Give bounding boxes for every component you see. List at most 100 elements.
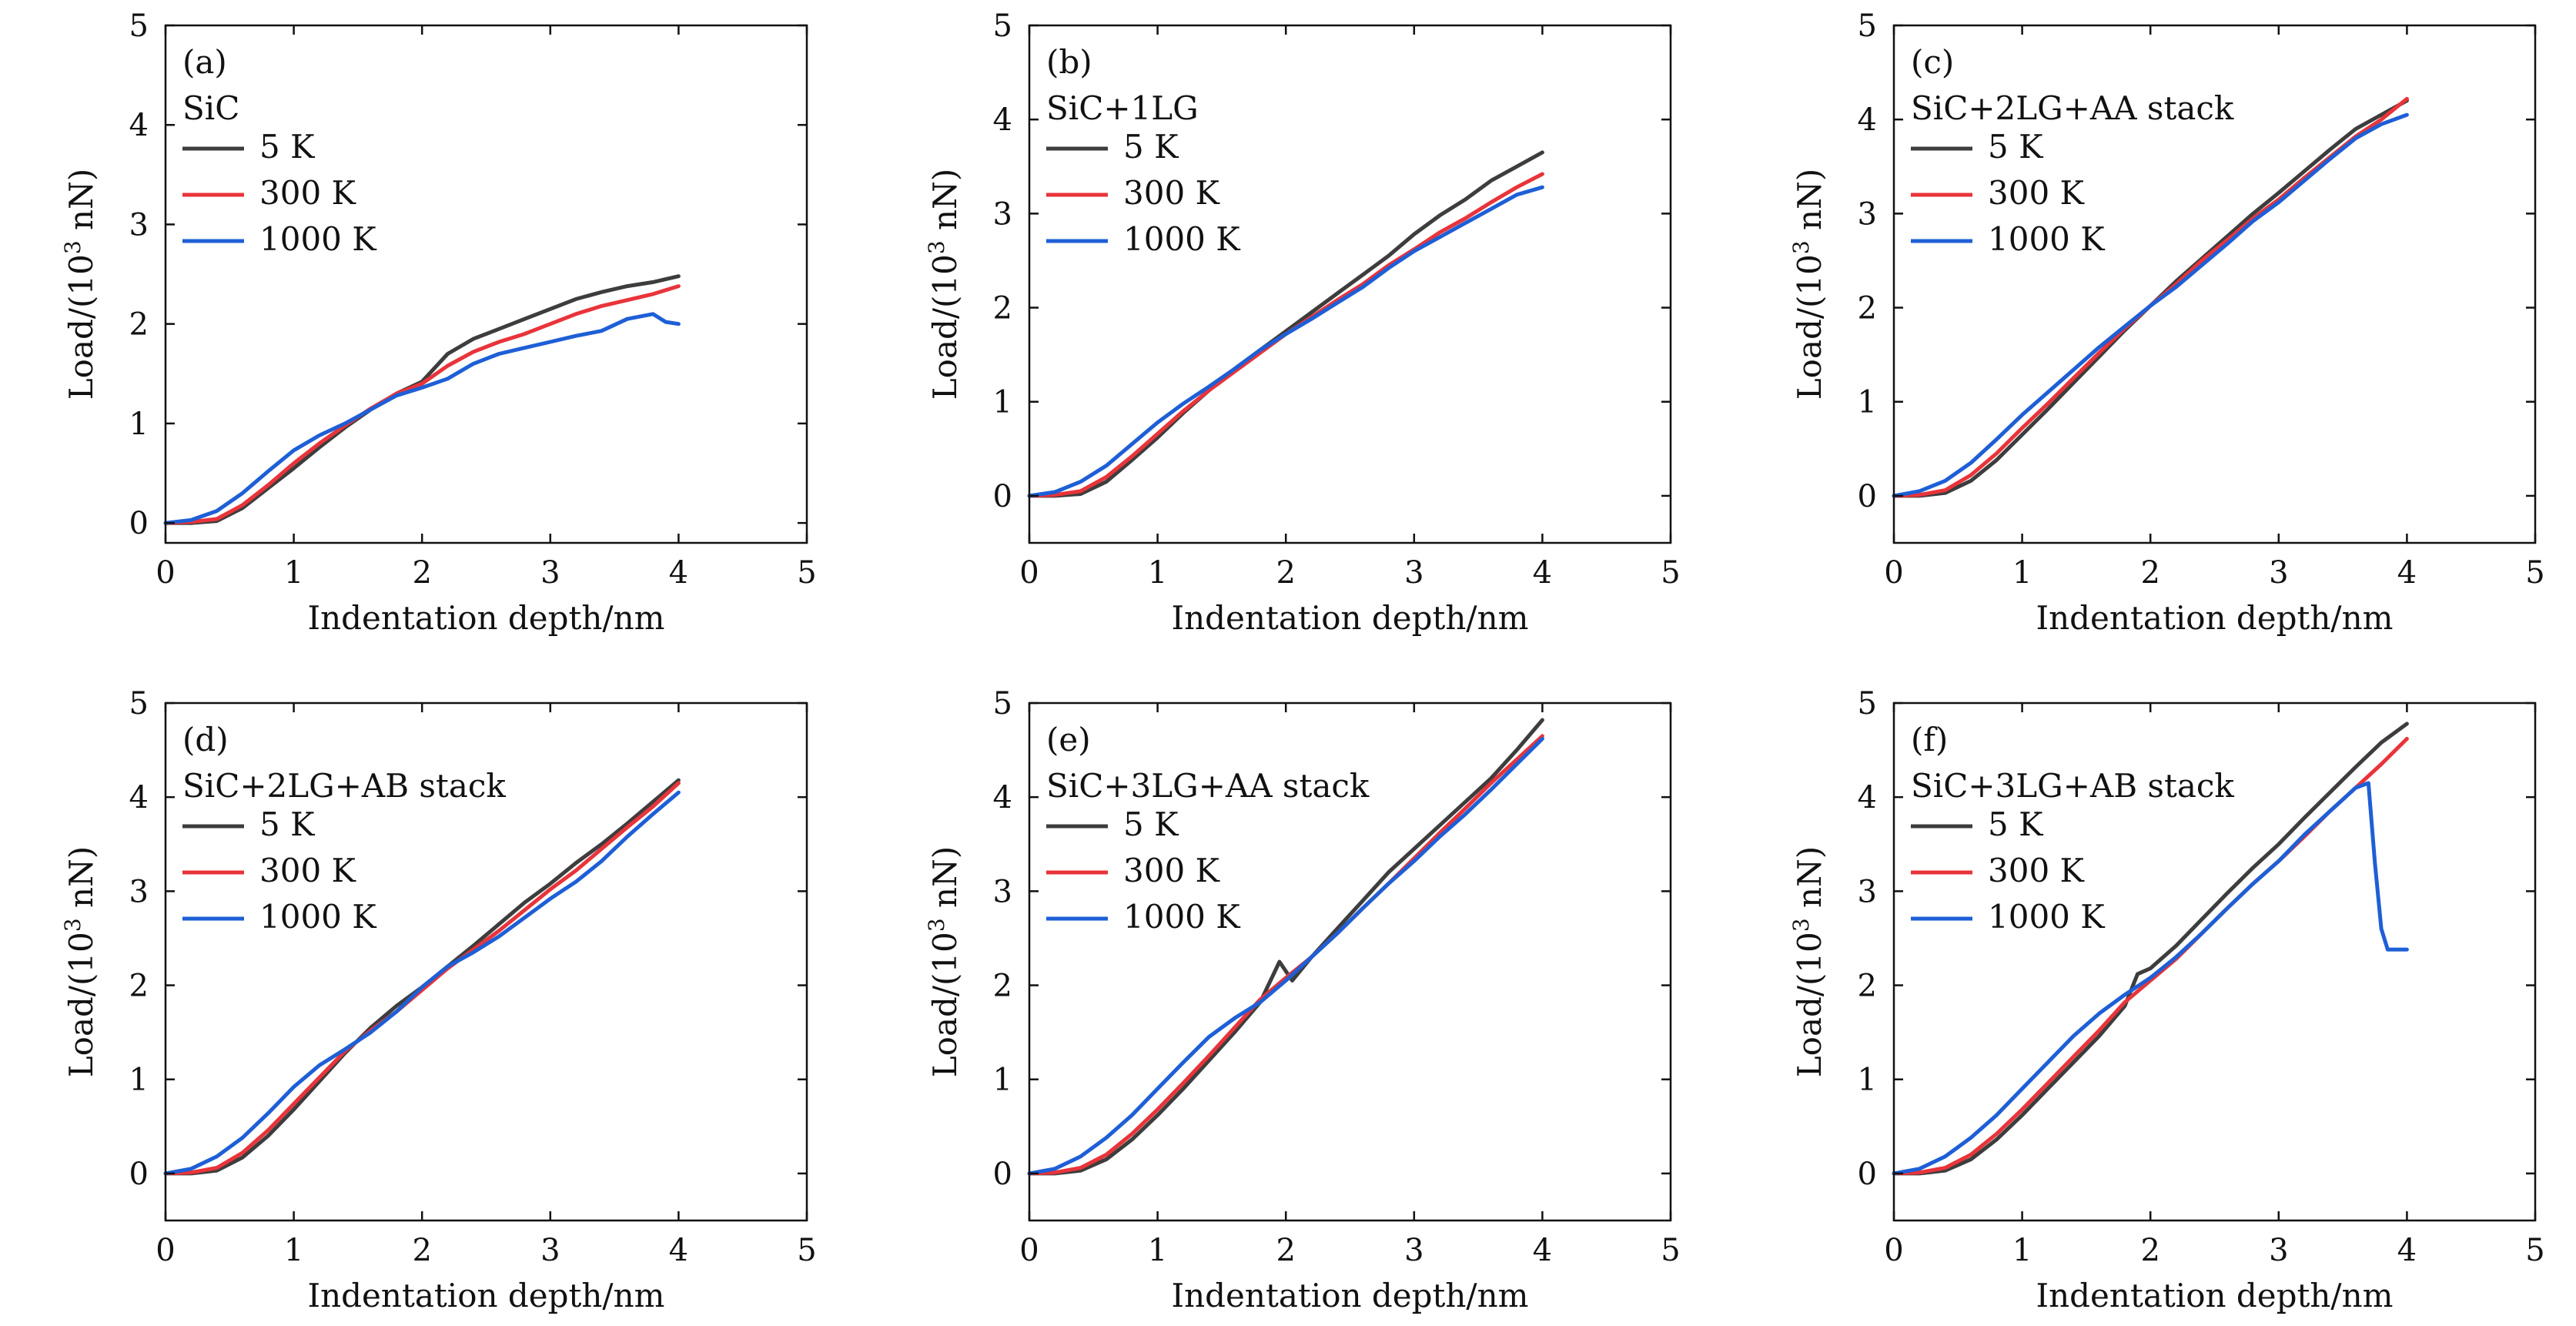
x-tick-label: 1 xyxy=(2012,555,2032,591)
x-tick-label: 5 xyxy=(797,555,816,591)
panel-label: (b) xyxy=(1046,43,1092,81)
y-axis-label: Load/(103 nN) xyxy=(1788,169,1828,400)
sample-label: SiC+3LG+AA stack xyxy=(1046,767,1370,805)
legend-entry: 1000 K xyxy=(259,220,377,258)
x-tick-label: 0 xyxy=(1019,555,1039,591)
y-tick-label: 2 xyxy=(129,969,149,1004)
x-tick-label: 5 xyxy=(2525,555,2544,591)
y-axis-label: Load/(103 nN) xyxy=(60,169,100,400)
series-line-300k xyxy=(163,284,681,525)
x-tick-label: 2 xyxy=(412,1233,431,1268)
y-tick-label: 5 xyxy=(993,686,1012,722)
y-axis-label: Load/(103 nN) xyxy=(924,846,964,1077)
x-tick-label: 3 xyxy=(540,555,560,591)
x-tick-label: 5 xyxy=(1661,555,1680,591)
legend-entry: 1000 K xyxy=(1123,220,1241,258)
x-tick-label: 3 xyxy=(540,1233,560,1268)
sample-label: SiC+3LG+AB stack xyxy=(1911,767,2234,805)
y-tick-label: 5 xyxy=(1858,8,1877,44)
plot-frame xyxy=(164,24,808,544)
series-line-5k xyxy=(1892,722,2409,1176)
series-line-1000k xyxy=(1027,185,1544,498)
panel-label: (f) xyxy=(1911,721,1948,758)
legend-entry: 300 K xyxy=(1988,174,2086,212)
plot-frame xyxy=(164,702,808,1222)
y-tick-label: 1 xyxy=(129,1063,149,1098)
y-tick-label: 4 xyxy=(993,780,1012,815)
y-tick-label: 0 xyxy=(129,506,149,541)
y-tick-label: 3 xyxy=(1858,874,1877,909)
chart-panel-6: 0 1 2 3 4 5 0 1 2 3 4 5 Indentation depth/nm Load/(10… xyxy=(1788,686,2545,1314)
x-tick-label: 2 xyxy=(1276,555,1295,591)
y-tick-label: 1 xyxy=(993,1063,1012,1098)
legend-entry: 300 K xyxy=(259,174,357,212)
x-tick-label: 3 xyxy=(2269,555,2288,591)
y-tick-label: 2 xyxy=(993,291,1012,326)
x-tick-label: 2 xyxy=(1276,1233,1295,1268)
x-tick-label: 5 xyxy=(2525,1233,2544,1268)
series-line-5k xyxy=(163,274,681,525)
y-tick-label: 3 xyxy=(993,196,1012,232)
series-line-1000k xyxy=(1892,781,2409,1176)
y-tick-label: 2 xyxy=(1858,291,1877,326)
y-tick-label: 4 xyxy=(1858,780,1877,815)
chart-panel-4: 0 1 2 3 4 5 0 1 2 3 4 5 Indentation depth/nm Load/(10… xyxy=(60,686,817,1314)
legend-entry: 300 K xyxy=(259,852,357,889)
x-tick-label: 4 xyxy=(669,1233,688,1268)
y-tick-label: 1 xyxy=(993,385,1012,420)
y-tick-label: 1 xyxy=(129,407,149,442)
x-tick-label: 3 xyxy=(1404,555,1423,591)
panel-label: (d) xyxy=(182,721,229,758)
plot-frame xyxy=(1892,24,2537,544)
sample-label: SiC+2LG+AB stack xyxy=(182,767,506,805)
chart-panel-3: 0 1 2 3 4 5 0 1 2 3 4 5 Indentation depth/nm Load/(10… xyxy=(1788,8,2545,637)
y-tick-label: 4 xyxy=(129,108,149,143)
panel-label: (e) xyxy=(1046,721,1091,758)
y-tick-label: 5 xyxy=(129,686,149,722)
y-tick-label: 3 xyxy=(1858,196,1877,232)
x-axis-label: Indentation depth/nm xyxy=(2036,599,2394,637)
chart-panel-2: 0 1 2 3 4 5 0 1 2 3 4 5 Indentation depth/nm Load/(10… xyxy=(924,8,1681,637)
legend-entry: 5 K xyxy=(259,805,316,843)
legend-entry: 5 K xyxy=(1988,805,2044,843)
y-tick-label: 1 xyxy=(1858,385,1877,420)
x-tick-label: 4 xyxy=(2397,1233,2417,1268)
legend-entry: 5 K xyxy=(259,128,316,166)
y-tick-label: 5 xyxy=(129,8,149,44)
x-tick-label: 2 xyxy=(2140,1233,2159,1268)
panel-label: (c) xyxy=(1911,43,1954,81)
x-tick-label: 4 xyxy=(1533,1233,1552,1268)
series-line-300k xyxy=(163,781,681,1176)
series-line-5k xyxy=(163,778,681,1176)
y-tick-label: 4 xyxy=(1858,102,1877,138)
x-tick-label: 1 xyxy=(2012,1233,2032,1268)
x-tick-label: 0 xyxy=(156,555,175,591)
chart-panel-5: 0 1 2 3 4 5 0 1 2 3 4 5 Indentation depth/nm Load/(10… xyxy=(924,686,1681,1314)
legend-entry: 1000 K xyxy=(1988,898,2106,936)
y-tick-label: 0 xyxy=(993,1157,1012,1192)
y-tick-label: 0 xyxy=(1858,1157,1877,1192)
sample-label: SiC+1LG xyxy=(1046,89,1199,127)
legend-entry: 5 K xyxy=(1988,128,2044,166)
x-axis-label: Indentation depth/nm xyxy=(308,599,665,637)
panel-label: (a) xyxy=(182,43,227,81)
series-line-300k xyxy=(1027,734,1544,1176)
x-tick-label: 1 xyxy=(1148,555,1167,591)
legend-entry: 1000 K xyxy=(259,898,377,936)
x-tick-label: 4 xyxy=(669,555,688,591)
x-tick-label: 0 xyxy=(1884,555,1903,591)
x-tick-label: 0 xyxy=(156,1233,175,1268)
y-tick-label: 2 xyxy=(1858,969,1877,1004)
y-tick-label: 5 xyxy=(993,8,1012,44)
plot-frame xyxy=(1028,702,1672,1222)
y-axis-label: Load/(103 nN) xyxy=(924,169,964,400)
x-tick-label: 4 xyxy=(2397,555,2417,591)
y-tick-label: 5 xyxy=(1858,686,1877,722)
legend-entry: 300 K xyxy=(1123,852,1221,889)
x-tick-label: 2 xyxy=(412,555,431,591)
x-axis-label: Indentation depth/nm xyxy=(2036,1277,2394,1314)
legend-entry: 300 K xyxy=(1988,852,2086,889)
series-line-1000k xyxy=(163,790,681,1176)
legend-entry: 5 K xyxy=(1123,805,1179,843)
